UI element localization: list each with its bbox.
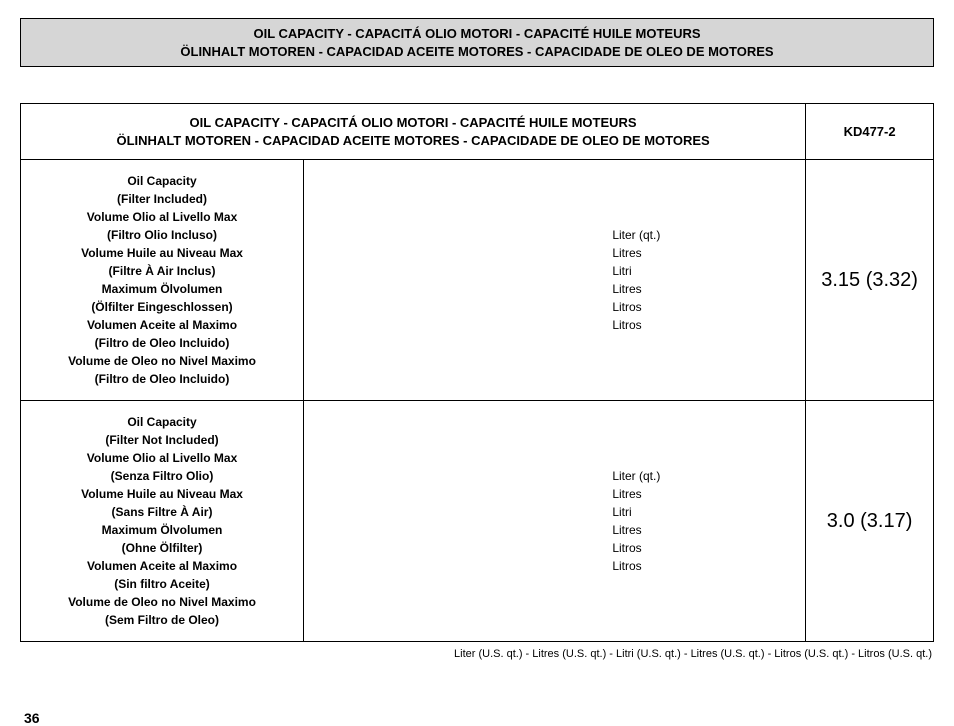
title-banner: OIL CAPACITY - CAPACITÁ OLIO MOTORI - CA…	[20, 18, 934, 67]
hdr-line2: ÖLINHALT MOTOREN - CAPACIDAD ACEITE MOTO…	[116, 133, 709, 148]
oil-capacity-table: OIL CAPACITY - CAPACITÁ OLIO MOTORI - CA…	[20, 103, 934, 642]
table-header-model: KD477-2	[806, 104, 934, 160]
units-cell: Liter (qt.)LitresLitriLitresLitrosLitros	[304, 401, 806, 642]
description-cell: Oil Capacity(Filter Included)Volume Olio…	[21, 160, 304, 401]
hdr-line1: OIL CAPACITY - CAPACITÁ OLIO MOTORI - CA…	[190, 115, 637, 130]
table-row: Oil Capacity(Filter Included)Volume Olio…	[21, 160, 934, 401]
table-row: Oil Capacity(Filter Not Included)Volume …	[21, 401, 934, 642]
value-cell: 3.15 (3.32)	[806, 160, 934, 401]
description-cell: Oil Capacity(Filter Not Included)Volume …	[21, 401, 304, 642]
footnote: Liter (U.S. qt.) - Litres (U.S. qt.) - L…	[20, 648, 934, 660]
value-cell: 3.0 (3.17)	[806, 401, 934, 642]
banner-line2: ÖLINHALT MOTOREN - CAPACIDAD ACEITE MOTO…	[180, 44, 773, 59]
table-header-row: OIL CAPACITY - CAPACITÁ OLIO MOTORI - CA…	[21, 104, 934, 160]
page-number: 36	[20, 710, 934, 726]
table-header-main: OIL CAPACITY - CAPACITÁ OLIO MOTORI - CA…	[21, 104, 806, 160]
banner-line1: OIL CAPACITY - CAPACITÁ OLIO MOTORI - CA…	[253, 26, 700, 41]
units-cell: Liter (qt.)LitresLitriLitresLitrosLitros	[304, 160, 806, 401]
